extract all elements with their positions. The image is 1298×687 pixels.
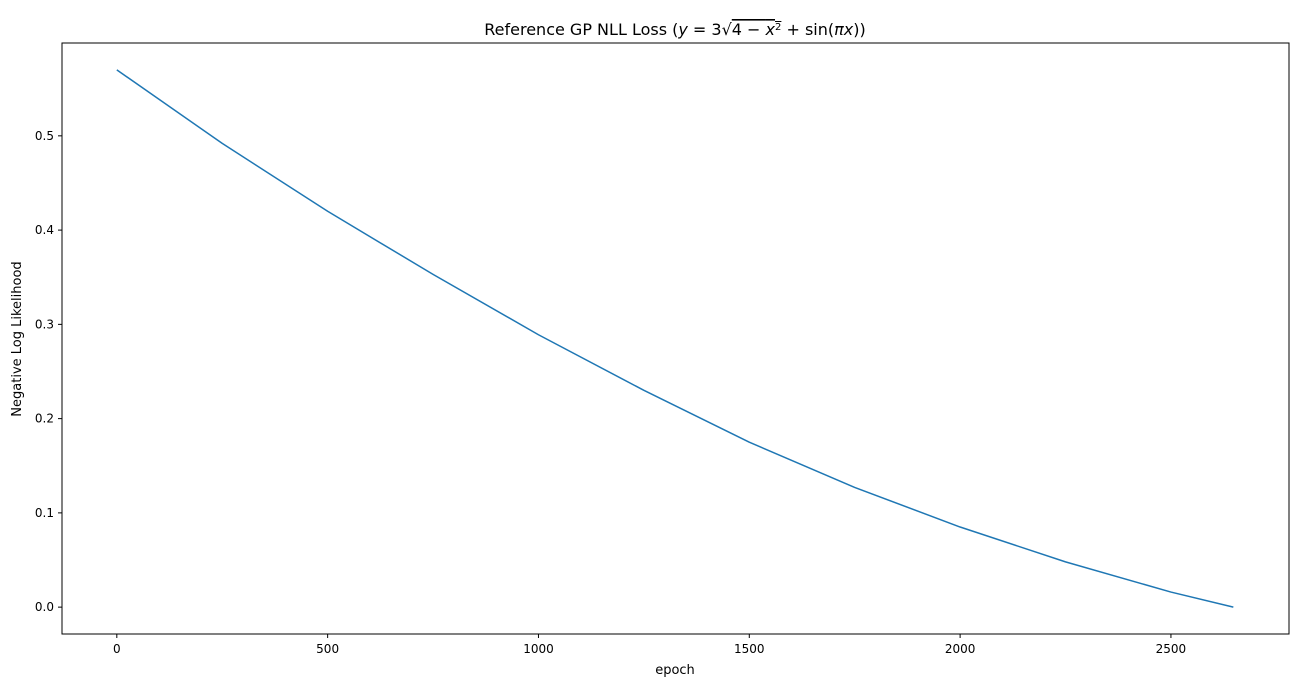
title-math-sin: + sin( <box>781 20 834 39</box>
x-tick-label: 2500 <box>1156 642 1187 656</box>
y-tick-label: 0.5 <box>35 129 54 143</box>
y-tick-label: 0.2 <box>35 412 54 426</box>
title-text-suffix: )) <box>853 20 865 39</box>
series-line-0 <box>116 69 1234 608</box>
y-tick-label: 0.3 <box>35 317 54 331</box>
x-tick-label: 2000 <box>945 642 976 656</box>
chart-title: Reference GP NLL Loss (y = 3√4 − x2 + si… <box>484 20 865 39</box>
x-tick-label: 1500 <box>734 642 765 656</box>
title-math-y: y <box>677 20 688 39</box>
y-axis-label: Negative Log Likelihood <box>10 261 25 416</box>
title-math-radicand: 4 − x2 <box>732 20 782 39</box>
title-math-eq: = 3√ <box>688 20 733 39</box>
title-math-pix: πx <box>834 20 854 39</box>
x-tick-label: 1000 <box>523 642 554 656</box>
x-axis-label: epoch <box>655 663 695 678</box>
plot-layer <box>116 69 1234 608</box>
title-text-prefix: Reference GP NLL Loss ( <box>484 20 678 39</box>
axes-layer: 0 500 1000 1500 2000 2500 0.0 0.1 0.2 0.3 0.4 0.5 <box>35 42 1290 656</box>
y-tick-label: 0.1 <box>35 506 54 520</box>
axes-frame <box>61 42 1290 635</box>
y-tick-label: 0.0 <box>35 600 54 614</box>
x-tick-label: 0 <box>113 642 121 656</box>
y-tick-label: 0.4 <box>35 223 54 237</box>
x-tick-label: 500 <box>316 642 339 656</box>
